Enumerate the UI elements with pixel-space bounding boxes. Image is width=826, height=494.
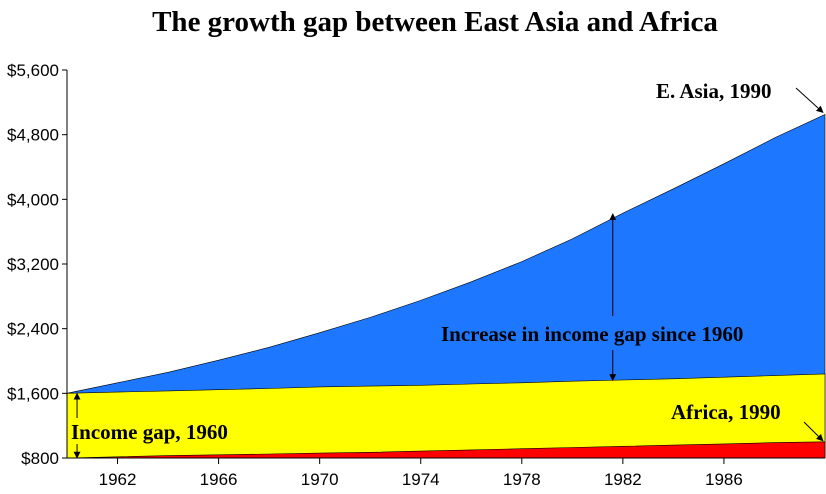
y-tick-label: $5,600	[7, 61, 59, 80]
annotations: E. Asia, 1990 Increase in income gap sin…	[71, 79, 824, 459]
area-east-asia	[66, 114, 826, 459]
x-tick-label: 1982	[604, 470, 642, 489]
y-tick-label: $800	[21, 449, 59, 468]
y-tick-label: $2,400	[7, 320, 59, 339]
annotation-income-gap-1960: Income gap, 1960	[71, 420, 228, 444]
annotation-africa-arrow	[803, 421, 824, 442]
y-tick-label: $1,600	[7, 384, 59, 403]
area-layers	[66, 114, 826, 459]
x-tick-label: 1966	[200, 470, 238, 489]
y-tick-label: $4,800	[7, 126, 59, 145]
x-axis-ticks: 1962 1966 1970 1974 1978 1982 1986	[99, 458, 743, 489]
x-tick-label: 1962	[99, 470, 137, 489]
annotation-africa-1990: Africa, 1990	[671, 400, 781, 424]
annotation-gap-increase: Increase in income gap since 1960	[441, 322, 743, 346]
y-tick-label: $3,200	[7, 255, 59, 274]
annotation-east-asia-1990: E. Asia, 1990	[656, 79, 772, 103]
y-tick-label: $4,000	[7, 190, 59, 209]
annotation-east-asia-arrow	[795, 87, 824, 113]
area-africa	[66, 441, 826, 459]
x-tick-label: 1970	[301, 470, 339, 489]
x-tick-label: 1974	[402, 470, 440, 489]
y-axis-ticks: $800 $1,600 $2,400 $3,200 $4,000 $4,800 $5,600	[7, 61, 67, 468]
x-tick-label: 1986	[705, 470, 743, 489]
area-income-gap-1960	[66, 373, 826, 459]
chart-title: The growth gap between East Asia and Afr…	[152, 6, 718, 38]
x-tick-label: 1978	[503, 470, 541, 489]
